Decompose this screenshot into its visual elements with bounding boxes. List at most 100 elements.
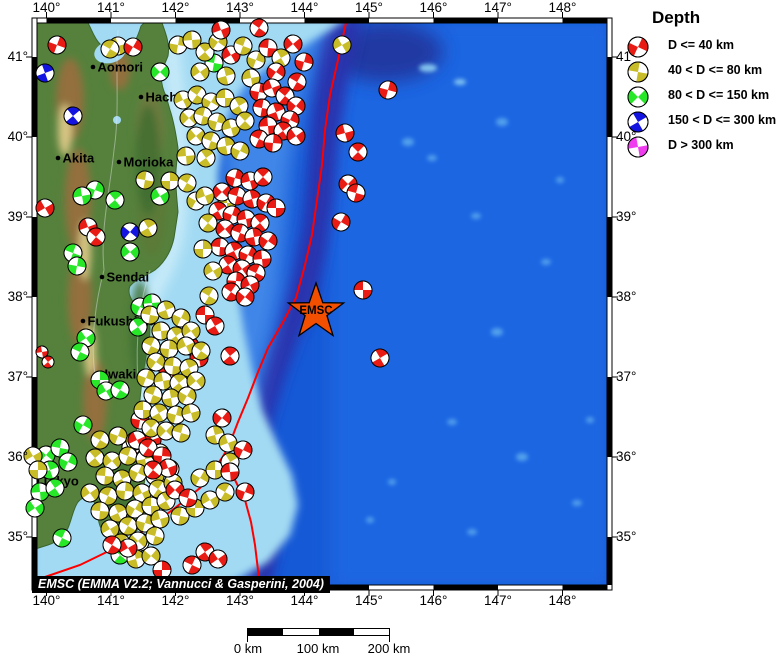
legend-item-label: D > 300 km (668, 138, 734, 152)
seamounts (366, 64, 594, 535)
focal-mechanism (138, 218, 158, 238)
focal-mechanism (177, 173, 197, 193)
city-dot (116, 159, 122, 165)
focal-mechanism (96, 381, 116, 401)
focal-mechanism (176, 336, 196, 356)
ocean-east (330, 23, 607, 585)
legend-item: 150 < D <= 300 km (626, 109, 780, 134)
lon-label-bottom: 145° (355, 593, 383, 608)
focal-mechanism (100, 39, 120, 59)
focal-mechanism (135, 170, 155, 190)
focal-mechanisms (23, 18, 398, 580)
focal-mechanism (187, 85, 207, 105)
lat-label-left: 40° (7, 129, 28, 144)
focal-mechanism (203, 261, 223, 281)
city-dot (37, 478, 40, 484)
focal-mechanism (224, 241, 244, 261)
legend-item: 40 < D <= 80 km (626, 59, 780, 84)
legend-item-label: 40 < D <= 80 km (668, 63, 763, 77)
focal-mechanism (133, 400, 153, 420)
focal-mechanism (225, 168, 245, 188)
lon-label-bottom: 147° (484, 593, 512, 608)
focal-mechanism (156, 421, 176, 441)
focal-mechanism (220, 462, 240, 482)
focal-mechanism (241, 68, 261, 88)
focal-mechanism (332, 35, 352, 55)
focal-mechanism (253, 167, 273, 187)
focal-mechanism (86, 227, 106, 247)
focal-mechanism (28, 460, 48, 480)
city-dot (55, 155, 61, 161)
focal-mechanism (218, 433, 238, 453)
focal-mechanism (178, 488, 198, 508)
focal-mechanism (105, 190, 125, 210)
focal-mechanism (190, 62, 210, 82)
focal-mechanism (141, 336, 161, 356)
depth-ball-icon (627, 61, 649, 83)
city-dot (138, 94, 144, 100)
focal-mechanism (181, 403, 201, 423)
legend-item-label: 150 < D <= 300 km (668, 113, 777, 127)
focal-mechanism (235, 111, 255, 131)
focal-mechanism (152, 560, 172, 580)
lat-label-right: 37° (616, 369, 637, 384)
depth-ball-icon (627, 36, 649, 58)
focal-mechanism (258, 231, 278, 251)
focal-mechanism (170, 506, 190, 526)
lon-label-top: 145° (355, 0, 383, 15)
focal-mechanism (294, 52, 314, 72)
focal-mechanism (80, 483, 100, 503)
focal-mechanism (207, 112, 227, 132)
focal-mechanism (72, 186, 92, 206)
focal-mechanism (258, 116, 278, 136)
focal-mechanism (271, 48, 291, 68)
lon-label-top: 142° (161, 0, 190, 15)
focal-mechanism (177, 386, 197, 406)
focal-mechanism (211, 20, 231, 40)
lat-label-right: 35° (616, 529, 637, 544)
scale-bar-segments (247, 628, 390, 636)
focal-mechanism (221, 282, 241, 302)
scale-label-100: 100 km (296, 641, 340, 654)
lon-label-top: 140° (32, 0, 61, 15)
focal-mechanism (118, 538, 138, 558)
focal-mechanism (181, 321, 201, 341)
focal-mechanism (47, 35, 67, 55)
legend-item-label: D <= 40 km (668, 38, 735, 52)
legend-item: 80 < D <= 150 km (626, 84, 780, 109)
city-name: Sendai (107, 270, 150, 285)
lon-label-top: 141° (97, 0, 125, 15)
city-name: Akita (63, 151, 96, 166)
lat-label-right: 39° (616, 209, 637, 224)
focal-mechanism (161, 388, 181, 408)
lon-label-top: 144° (290, 0, 319, 15)
lon-label-bottom: 143° (226, 593, 254, 608)
focal-mechanism (52, 528, 72, 548)
focal-mechanism (246, 50, 266, 70)
lat-label-left: 39° (7, 209, 28, 224)
lon-label-top: 143° (226, 0, 254, 15)
attribution-box: EMSC (EMMA V2.2; Vannucci & Gasperini, 2… (32, 576, 330, 593)
focal-mechanism (70, 342, 90, 362)
focal-mechanism (143, 460, 163, 480)
focal-mechanism (98, 486, 118, 506)
focal-mechanism (193, 106, 213, 126)
lon-label-bottom: 141° (97, 593, 125, 608)
depth-ball-icon (627, 111, 649, 133)
focal-mechanism (205, 316, 225, 336)
city-dot (99, 274, 105, 280)
lon-label-bottom: 142° (161, 593, 190, 608)
focal-mechanism (179, 108, 199, 128)
city-name: Aomori (98, 60, 144, 75)
focal-mechanism (195, 42, 215, 62)
focal-mechanism (193, 239, 213, 259)
focal-mechanism (229, 96, 249, 116)
focal-mechanism (150, 509, 170, 529)
focal-mechanism (201, 131, 221, 151)
focal-mechanism (348, 142, 368, 162)
focal-mechanism (166, 405, 186, 425)
focal-mechanism (140, 305, 160, 325)
focal-mechanism (120, 242, 140, 262)
lon-label-bottom: 140° (32, 593, 61, 608)
